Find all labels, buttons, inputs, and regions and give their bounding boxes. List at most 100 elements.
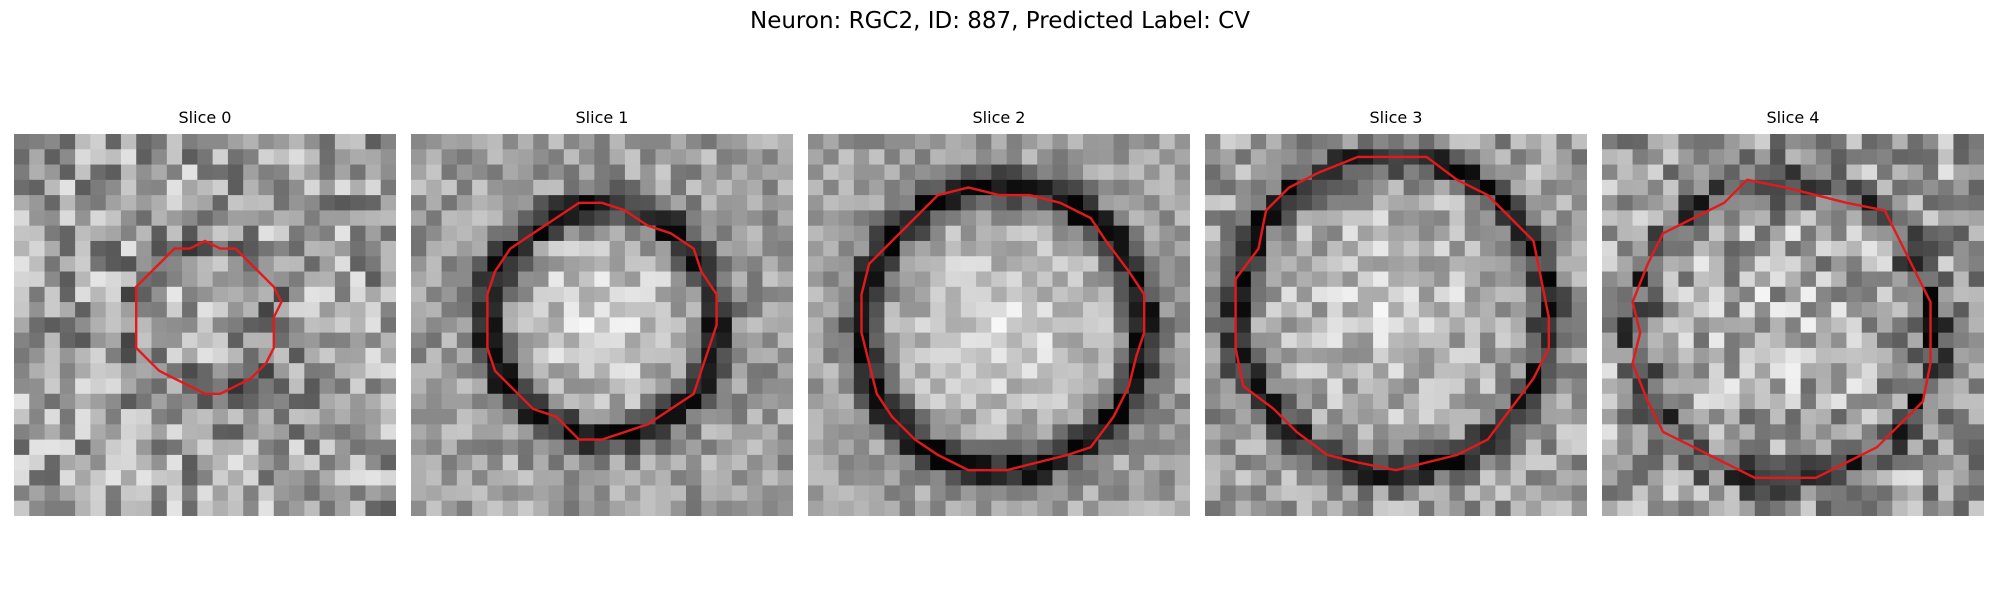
image-pixel: [1205, 317, 1221, 334]
image-pixel: [945, 378, 962, 395]
image-pixel: [1938, 470, 1955, 487]
image-pixel: [1938, 302, 1955, 318]
image-pixel: [456, 179, 473, 196]
image-pixel: [1846, 240, 1863, 257]
image-pixel: [227, 500, 244, 516]
image-pixel: [319, 393, 336, 410]
image-pixel: [1556, 240, 1573, 257]
image-pixel: [212, 332, 229, 349]
image-pixel: [1968, 225, 1984, 242]
image-pixel: [227, 332, 244, 349]
image-pixel: [1785, 240, 1802, 257]
image-pixel: [686, 149, 702, 166]
image-pixel: [1266, 317, 1282, 334]
image-pixel: [151, 302, 168, 318]
image-pixel: [670, 454, 687, 471]
image-pixel: [1281, 439, 1298, 456]
image-pixel: [686, 179, 702, 196]
image-pixel: [487, 134, 504, 150]
image-pixel: [1266, 179, 1282, 196]
image-pixel: [441, 363, 458, 380]
image-pixel: [594, 332, 611, 349]
image-pixel: [960, 225, 977, 242]
image-pixel: [1296, 485, 1313, 502]
image-pixel: [1159, 210, 1176, 227]
image-pixel: [1311, 240, 1328, 257]
image-pixel: [976, 363, 992, 380]
image-pixel: [1541, 363, 1558, 380]
image-pixel: [1083, 332, 1099, 349]
image-pixel: [1815, 225, 1832, 242]
image-pixel: [1708, 240, 1725, 257]
image-pixel: [1052, 332, 1069, 349]
image-pixel: [212, 409, 229, 425]
image-pixel: [838, 363, 855, 380]
image-pixel: [1266, 454, 1282, 471]
image-pixel: [960, 149, 977, 166]
image-pixel: [1968, 164, 1984, 181]
image-pixel: [29, 439, 46, 456]
image-pixel: [1220, 363, 1237, 380]
image-pixel: [747, 286, 764, 303]
image-pixel: [426, 210, 443, 227]
image-pixel: [166, 195, 183, 211]
image-pixel: [1311, 286, 1328, 303]
image-pixel: [166, 149, 183, 166]
image-pixel: [899, 393, 916, 410]
image-pixel: [853, 470, 870, 487]
image-pixel: [151, 286, 168, 303]
image-pixel: [1311, 409, 1328, 425]
image-pixel: [1708, 225, 1725, 242]
image-pixel: [670, 439, 687, 456]
image-pixel: [1510, 347, 1527, 364]
image-pixel: [1831, 347, 1848, 364]
image-pixel: [319, 470, 336, 487]
image-pixel: [197, 271, 214, 288]
image-pixel: [1800, 210, 1817, 227]
image-pixel: [1357, 195, 1374, 211]
image-pixel: [1846, 378, 1863, 395]
image-pixel: [44, 378, 61, 395]
image-pixel: [594, 240, 611, 257]
image-pixel: [731, 225, 748, 242]
image-pixel: [502, 409, 519, 425]
image-pixel: [1602, 317, 1618, 334]
image-pixel: [319, 363, 336, 380]
image-pixel: [1739, 286, 1756, 303]
image-pixel: [120, 134, 137, 150]
image-pixel: [945, 240, 962, 257]
image-pixel: [1647, 454, 1664, 471]
image-pixel: [655, 332, 672, 349]
image-pixel: [1877, 317, 1893, 334]
image-pixel: [1113, 164, 1130, 181]
image-pixel: [1571, 454, 1587, 471]
image-pixel: [1831, 393, 1848, 410]
image-pixel: [838, 225, 855, 242]
image-pixel: [197, 302, 214, 318]
image-pixel: [991, 256, 1008, 273]
image-pixel: [1739, 393, 1756, 410]
image-pixel: [1006, 271, 1023, 288]
image-pixel: [1037, 149, 1054, 166]
image-pixel: [1510, 500, 1527, 516]
image-pixel: [441, 149, 458, 166]
image-pixel: [44, 240, 61, 257]
image-pixel: [1846, 149, 1863, 166]
image-pixel: [90, 500, 107, 516]
image-pixel: [1006, 302, 1023, 318]
image-pixel: [44, 470, 61, 487]
image-pixel: [29, 485, 46, 502]
image-pixel: [655, 256, 672, 273]
image-pixel: [579, 393, 595, 410]
image-pixel: [716, 409, 733, 425]
image-pixel: [1953, 500, 1970, 516]
image-pixel: [1480, 393, 1496, 410]
image-pixel: [1968, 286, 1984, 303]
image-pixel: [533, 393, 550, 410]
image-pixel: [151, 500, 168, 516]
image-pixel: [1770, 439, 1786, 456]
image-pixel: [777, 470, 793, 487]
image-pixel: [1037, 409, 1054, 425]
image-pixel: [1006, 317, 1023, 334]
image-pixel: [1266, 485, 1282, 502]
